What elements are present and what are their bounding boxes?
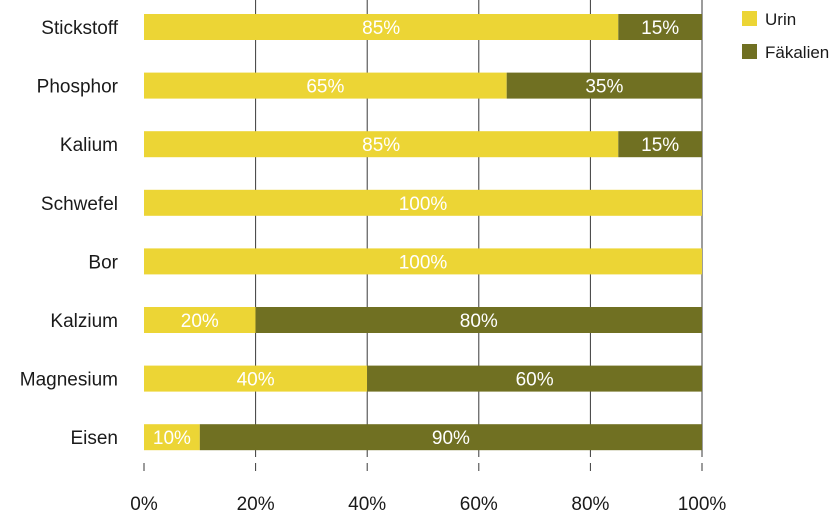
bar-value-label: 100% (399, 194, 448, 215)
bar-segment-urin (144, 424, 200, 451)
category-label: Kalium (60, 135, 118, 156)
category-label: Phosphor (37, 77, 119, 98)
bar-value-label: 85% (362, 135, 400, 156)
bar-value-label: 60% (516, 370, 554, 391)
legend-swatch (742, 11, 757, 26)
legend-label: Urin (765, 10, 796, 29)
x-tick-label: 60% (460, 494, 498, 515)
bar-segment-faekalien (618, 131, 702, 158)
category-labels: Stickstoff Phosphor Kalium Schwefel Bor Kalzi… (20, 18, 119, 449)
bar-segment-urin (144, 131, 619, 158)
legend-label: Fäkalien (765, 43, 829, 62)
legend: Urin Fäkalien (742, 10, 829, 62)
bar-value-label: 80% (460, 311, 498, 332)
bar-segment-urin (144, 248, 702, 275)
bar-segment-faekalien (618, 14, 702, 40)
x-tick-label: 20% (237, 494, 275, 515)
bar-value-label: 15% (641, 135, 679, 156)
category-label: Kalzium (50, 311, 118, 332)
bar-value-label: 35% (585, 77, 623, 98)
category-label: Magnesium (20, 370, 118, 391)
bar-segment-faekalien (367, 365, 702, 392)
x-tick-label: 100% (678, 494, 727, 515)
bar-segment-faekalien (506, 72, 702, 99)
bar-value-label: 85% (362, 18, 400, 39)
bar-value-label: 65% (306, 77, 344, 98)
bar-segment-urin (144, 307, 256, 333)
bar-segment-urin (144, 72, 507, 99)
x-axis: 0% 20% 40% 60% 80% 100% (130, 463, 726, 515)
x-tick-label: 0% (130, 494, 158, 515)
category-label: Stickstoff (41, 18, 118, 39)
category-label: Schwefel (41, 194, 118, 215)
bar-segment-urin (144, 14, 619, 40)
bar-segment-faekalien (255, 307, 702, 333)
bar-value-label: 20% (181, 311, 219, 332)
bar-value-labels: 85% 15% 65% 35% 85% 15% 100% 100% 20% 80% 40% 60% 10… (153, 18, 679, 449)
bar-value-label: 40% (237, 370, 275, 391)
x-tick-label: 40% (348, 494, 386, 515)
bars (144, 14, 703, 451)
legend-swatch (742, 44, 757, 59)
bar-segment-urin (144, 189, 702, 216)
category-label: Bor (88, 252, 118, 273)
bar-value-label: 10% (153, 428, 191, 449)
bar-value-label: 90% (432, 428, 470, 449)
bar-value-label: 15% (641, 18, 679, 39)
x-tick-label: 80% (571, 494, 609, 515)
bar-segment-faekalien (199, 424, 703, 451)
category-label: Eisen (70, 428, 118, 449)
bar-segment-urin (144, 365, 368, 392)
bar-value-label: 100% (399, 252, 448, 273)
